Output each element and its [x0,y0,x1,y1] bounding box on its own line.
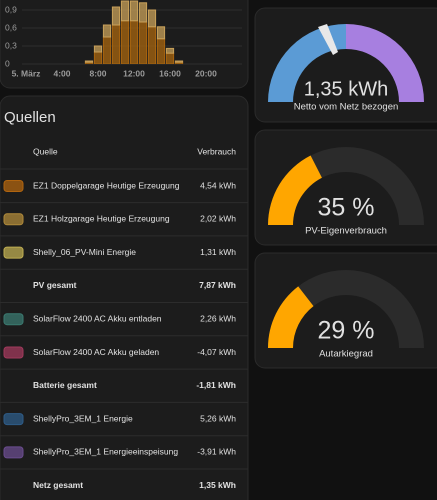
source-value: 1,31 kWh [200,247,236,257]
gauge-card [254,7,437,123]
source-name: ShellyPro_3EM_1 Energieeinspeisung [33,447,178,457]
source-name: ShellyPro_3EM_1 Energie [33,413,133,423]
gauge-1 [268,24,424,102]
x-tick-label: 5. März [12,68,41,78]
bar [93,51,103,64]
x-tick-label: 8:00 [89,68,106,78]
x-tick-label: 16:00 [159,68,181,78]
gauge-fill [268,286,314,348]
gauge-value: 1,35 kWh [304,78,388,100]
bar [102,24,112,38]
gauge-value: 29 % [318,317,375,345]
source-name: SolarFlow 2400 AC Akku entladen [33,313,162,323]
source-value: -4,07 kWh [197,347,236,357]
column-header: Quelle [33,146,58,156]
bar [174,60,184,63]
bar [138,21,148,64]
bar [165,47,175,54]
source-value: 7,87 kWh [199,280,236,290]
bar [84,60,94,63]
bar [138,2,148,23]
color-swatch [3,446,24,459]
bar [129,0,139,22]
column-header: Verbrauch [197,146,236,156]
gauge-card [254,252,437,369]
color-swatch [3,313,24,326]
gauge-segment [346,24,424,102]
bar [102,36,112,64]
bar [120,20,130,64]
source-name: SolarFlow 2400 AC Akku geladen [33,347,159,357]
sources-title: Quellen [4,109,56,126]
bar [165,52,175,64]
y-tick-label: 0,6 [5,22,17,32]
source-value: 2,26 kWh [200,313,236,323]
bar [111,24,121,64]
source-value: 1,35 kWh [199,480,236,490]
bar [156,26,166,40]
gauge-label: Netto vom Netz bezogen [294,102,399,113]
source-name: EZ1 Holzgarage Heutige Erzeugung [33,214,170,224]
gauge-segment [268,24,346,102]
source-value: -1,81 kWh [196,380,236,390]
gauge-value: 35 % [318,194,375,222]
source-name: PV gesamt [33,280,77,290]
bar [111,6,121,26]
gauge-fill [268,155,322,225]
y-tick-label: 0 [5,58,10,68]
bar [93,45,103,53]
bar [129,20,139,64]
y-tick-label: 0,3 [5,40,17,50]
bar [147,26,157,64]
color-swatch [3,180,24,192]
source-name: Netz gesamt [33,480,83,490]
color-swatch [3,246,24,259]
x-tick-label: 20:00 [195,68,217,78]
sources-card [0,95,249,500]
color-swatch [3,413,24,426]
bar [120,0,130,22]
bar [156,38,166,64]
source-name: Batterie gesamt [33,380,97,390]
color-swatch [3,346,24,359]
source-value: 2,02 kWh [200,214,236,224]
gauge-track [268,270,424,348]
bar [147,9,157,28]
gauge-label: PV-Eigenverbrauch [305,226,387,237]
source-value: 4,54 kWh [200,180,236,190]
source-value: 5,26 kWh [200,413,236,423]
x-tick-label: 12:00 [123,68,145,78]
gauge-label: Autarkiegrad [319,349,373,360]
x-tick-label: 4:00 [53,68,70,78]
source-value: -3,91 kWh [197,447,236,457]
bars [84,0,184,64]
source-name: Shelly_06_PV-Mini Energie [33,247,136,257]
gauge-card [254,129,437,246]
y-tick-label: 0,9 [5,4,17,14]
color-swatch [3,213,24,226]
needle [318,24,338,55]
source-name: EZ1 Doppelgarage Heutige Erzeugung [33,180,180,190]
